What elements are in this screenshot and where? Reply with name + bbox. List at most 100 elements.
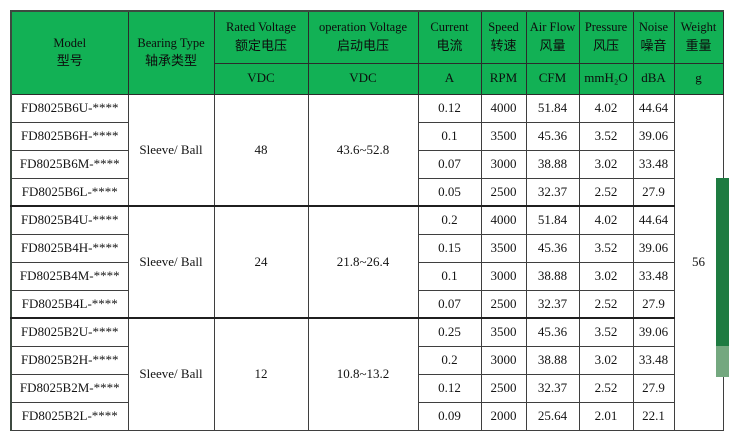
noise-cell: 39.06 xyxy=(632,121,675,151)
operation-voltage-cell: 21.8~26.4 xyxy=(307,205,419,319)
pressure-cell: 3.02 xyxy=(578,149,634,179)
air-flow-cell: 25.64 xyxy=(525,401,580,431)
pressure-cell: 2.52 xyxy=(578,289,634,319)
pressure-cell: 4.02 xyxy=(578,93,634,123)
col-header-bearing-en: Bearing Type xyxy=(137,35,205,50)
operation-voltage-cell: 43.6~52.8 xyxy=(307,93,419,207)
speed-cell: 3000 xyxy=(480,149,527,179)
speed-cell: 4000 xyxy=(480,205,527,235)
speed-cell: 2500 xyxy=(480,289,527,319)
model-cell: FD8025B6L-**** xyxy=(10,177,129,207)
air-flow-cell: 45.36 xyxy=(525,233,580,263)
col-header-air-flow-en: Air Flow xyxy=(529,20,576,35)
air-flow-cell: 45.36 xyxy=(525,317,580,347)
col-header-operation-voltage-en: operation Voltage xyxy=(318,20,408,35)
noise-cell: 27.9 xyxy=(632,177,675,207)
col-header-rated-voltage-en: Rated Voltage xyxy=(225,20,296,35)
col-header-speed-en: Speed xyxy=(488,20,519,35)
bearing-cell: Sleeve/ Ball xyxy=(127,317,215,431)
table-row: FD8025B2L-**** 0.09 2000 25.64 2.01 22.1 xyxy=(10,401,723,431)
scrollbar-thumb[interactable] xyxy=(716,178,729,377)
col-header-speed: Speed 转速 xyxy=(480,10,527,64)
air-flow-cell: 32.37 xyxy=(525,289,580,319)
col-header-operation-voltage-zh: 启动电压 xyxy=(336,37,389,53)
pressure-cell: 4.02 xyxy=(578,205,634,235)
table-row: FD8025B2H-**** 0.2 3000 38.88 3.02 33.48 xyxy=(10,345,723,375)
col-header-rated-voltage: Rated Voltage 额定电压 xyxy=(213,10,309,64)
speed-cell: 3000 xyxy=(480,345,527,375)
current-cell: 0.05 xyxy=(417,177,482,207)
unit-noise: dBA xyxy=(632,62,675,95)
pressure-cell: 2.52 xyxy=(578,373,634,403)
model-cell: FD8025B6H-**** xyxy=(10,121,129,151)
col-header-noise-zh: 噪音 xyxy=(640,37,667,53)
weight-cell: 56 xyxy=(673,93,724,431)
col-header-model: Model 型号 xyxy=(10,10,129,95)
fan-spec-table: Model 型号 Bearing Type 轴承类型 Rated Voltage… xyxy=(10,10,724,431)
rated-voltage-cell: 24 xyxy=(213,205,309,319)
pressure-cell: 3.02 xyxy=(578,261,634,291)
table-row: FD8025B2U-**** Sleeve/ Ball 12 10.8~13.2… xyxy=(10,317,723,431)
spec-table: Model 型号 Bearing Type 轴承类型 Rated Voltage… xyxy=(10,10,724,431)
speed-cell: 4000 xyxy=(480,93,527,123)
bearing-cell: Sleeve/ Ball xyxy=(127,205,215,319)
current-cell: 0.25 xyxy=(417,317,482,347)
col-header-current-en: Current xyxy=(430,20,469,35)
noise-cell: 22.1 xyxy=(632,401,675,431)
current-cell: 0.12 xyxy=(417,93,482,123)
noise-cell: 33.48 xyxy=(632,261,675,291)
noise-cell: 39.06 xyxy=(632,233,675,263)
noise-cell: 33.48 xyxy=(632,345,675,375)
table-row: FD8025B4U-**** Sleeve/ Ball 24 21.8~26.4… xyxy=(10,205,723,319)
table-row: FD8025B6H-**** 0.1 3500 45.36 3.52 39.06 xyxy=(10,121,723,151)
air-flow-cell: 32.37 xyxy=(525,177,580,207)
unit-speed: RPM xyxy=(480,62,527,95)
table-row: FD8025B4L-**** 0.07 2500 32.37 2.52 27.9 xyxy=(10,289,723,319)
speed-cell: 3500 xyxy=(480,121,527,151)
air-flow-cell: 32.37 xyxy=(525,373,580,403)
col-header-bearing: Bearing Type 轴承类型 xyxy=(127,10,215,95)
rated-voltage-cell: 48 xyxy=(213,93,309,207)
current-cell: 0.2 xyxy=(417,345,482,375)
unit-pressure: mmH₂O xyxy=(578,62,634,95)
model-cell: FD8025B2U-**** xyxy=(10,317,129,347)
current-cell: 0.07 xyxy=(417,289,482,319)
col-header-air-flow: Air Flow 风量 xyxy=(525,10,580,64)
col-header-weight: Weight 重量 xyxy=(673,10,724,64)
noise-cell: 27.9 xyxy=(632,373,675,403)
col-header-air-flow-zh: 风量 xyxy=(539,37,566,53)
current-cell: 0.07 xyxy=(417,149,482,179)
col-header-speed-zh: 转速 xyxy=(490,37,517,53)
unit-rated-voltage: VDC xyxy=(213,62,309,95)
air-flow-cell: 45.36 xyxy=(525,121,580,151)
model-cell: FD8025B4U-**** xyxy=(10,205,129,235)
current-cell: 0.1 xyxy=(417,121,482,151)
table-row: FD8025B6M-**** 0.07 3000 38.88 3.02 33.4… xyxy=(10,149,723,179)
col-header-model-en: Model xyxy=(53,35,87,50)
unit-current: A xyxy=(417,62,482,95)
noise-cell: 44.64 xyxy=(632,93,675,123)
air-flow-cell: 38.88 xyxy=(525,345,580,375)
speed-cell: 3500 xyxy=(480,233,527,263)
model-cell: FD8025B6U-**** xyxy=(10,93,129,123)
table-row: FD8025B4M-**** 0.1 3000 38.88 3.02 33.48 xyxy=(10,261,723,291)
model-cell: FD8025B4H-**** xyxy=(10,233,129,263)
col-header-pressure: Pressure 风压 xyxy=(578,10,634,64)
bearing-cell: Sleeve/ Ball xyxy=(127,93,215,207)
model-cell: FD8025B6M-**** xyxy=(10,149,129,179)
unit-operation-voltage: VDC xyxy=(307,62,419,95)
model-cell: FD8025B2L-**** xyxy=(10,401,129,431)
current-cell: 0.2 xyxy=(417,205,482,235)
pressure-cell: 2.01 xyxy=(578,401,634,431)
col-header-current: Current 电流 xyxy=(417,10,482,64)
current-cell: 0.15 xyxy=(417,233,482,263)
table-row: FD8025B2M-**** 0.12 2500 32.37 2.52 27.9 xyxy=(10,373,723,403)
speed-cell: 2500 xyxy=(480,373,527,403)
table-row: FD8025B6U-**** Sleeve/ Ball 48 43.6~52.8… xyxy=(10,93,724,431)
operation-voltage-cell: 10.8~13.2 xyxy=(307,317,419,431)
current-cell: 0.12 xyxy=(417,373,482,403)
current-cell: 0.09 xyxy=(417,401,482,431)
pressure-cell: 3.52 xyxy=(578,121,634,151)
unit-weight: g xyxy=(673,62,724,95)
rated-voltage-cell: 12 xyxy=(213,317,309,431)
